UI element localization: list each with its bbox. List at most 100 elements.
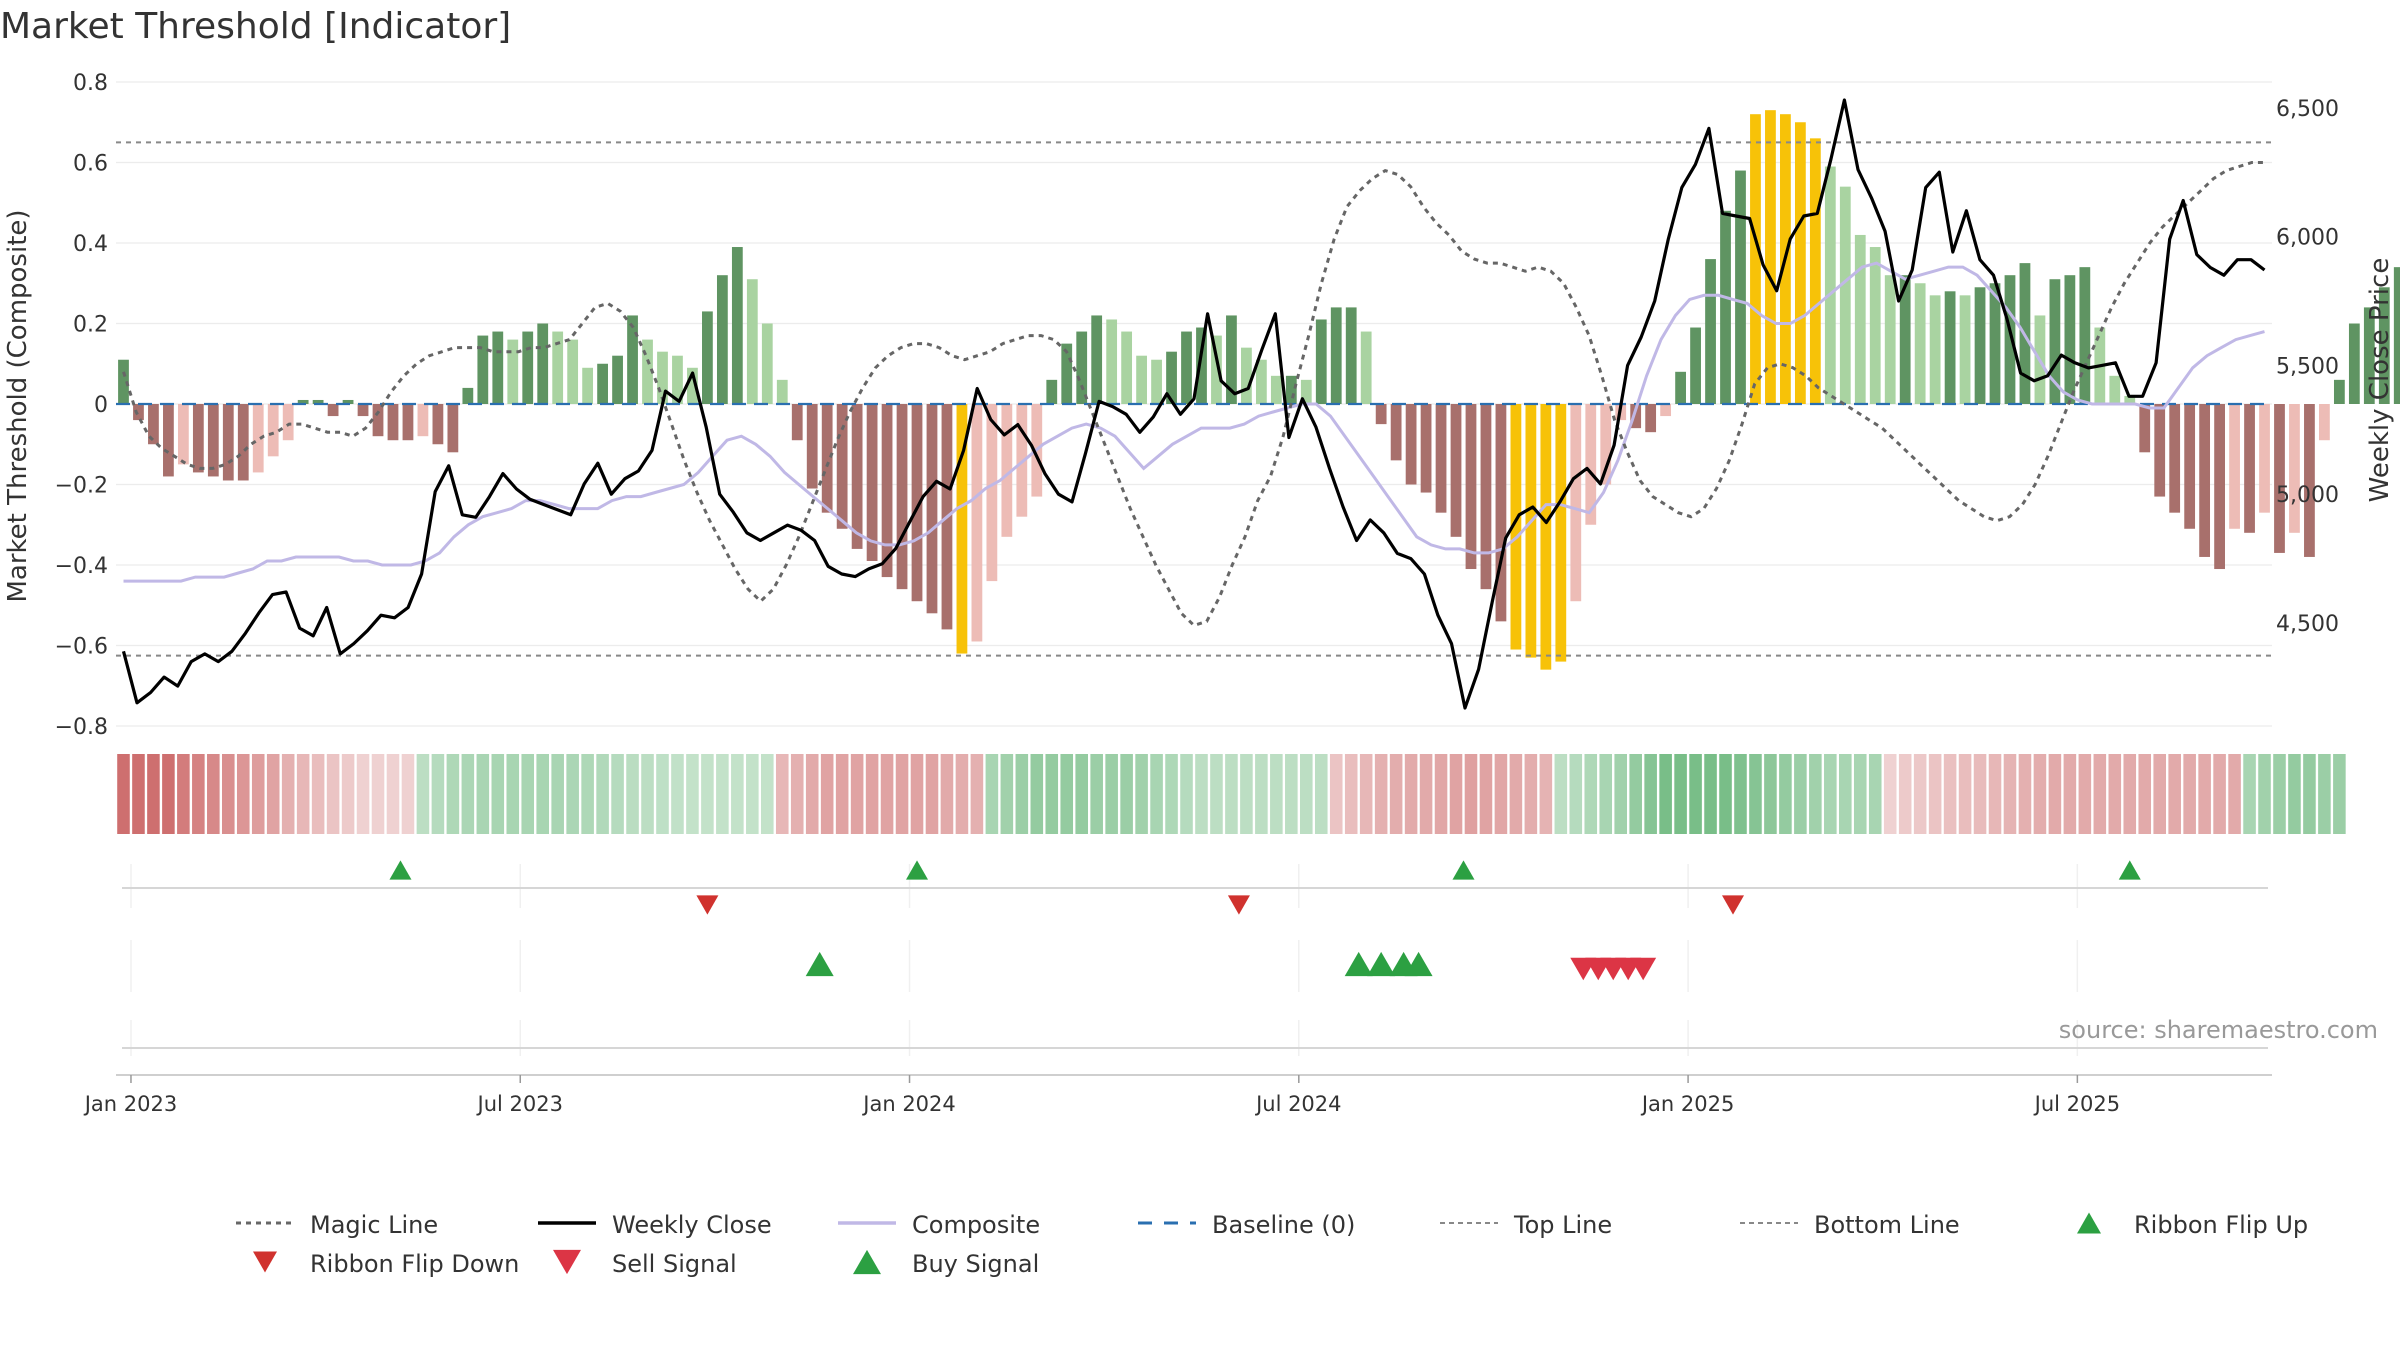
ribbon-cell xyxy=(1195,754,1208,834)
composite-bar xyxy=(1869,247,1881,404)
right-tick-label: 6,000 xyxy=(2276,226,2339,251)
ribbon-cell xyxy=(641,754,654,834)
composite-bar xyxy=(926,404,938,614)
composite-bar xyxy=(312,399,324,404)
ribbon-cell xyxy=(1090,754,1103,834)
ribbon-cell xyxy=(1839,754,1852,834)
x-tick-label: Jan 2023 xyxy=(83,1092,178,1116)
composite-bar xyxy=(192,404,204,473)
left-axis-title: Market Threshold (Composite) xyxy=(3,209,33,602)
composite-line xyxy=(123,261,2265,583)
ribbon-cell xyxy=(1988,754,2002,834)
composite-bar xyxy=(1720,210,1731,404)
ribbon-cell xyxy=(326,754,340,834)
ribbon-cell xyxy=(296,754,310,834)
composite-bar xyxy=(567,339,579,404)
buy-signal-marker xyxy=(1367,951,1396,977)
ribbon-cell xyxy=(536,754,549,834)
composite-bar xyxy=(1106,319,1118,404)
composite-bar xyxy=(746,279,758,404)
ribbon-cell xyxy=(940,754,954,834)
left-tick-label: −0.8 xyxy=(55,715,108,740)
sell-signal-marker xyxy=(1630,957,1657,981)
composite-bar xyxy=(477,335,489,404)
ribbon-cell xyxy=(401,754,415,834)
legend-label: Bottom Line xyxy=(1814,1211,1960,1239)
composite-bar xyxy=(642,339,653,404)
ribbon-cell xyxy=(626,754,639,834)
composite-bar xyxy=(552,331,564,404)
composite-bar xyxy=(956,404,968,654)
ribbon-cell xyxy=(925,754,939,834)
ribbon-flip-down-marker xyxy=(1227,895,1250,915)
ribbon-cell xyxy=(506,754,520,834)
composite-bar xyxy=(1435,404,1447,513)
right-tick-label: 5,500 xyxy=(2276,354,2339,379)
right-tick-label: 6,500 xyxy=(2276,97,2339,122)
ribbon-cell xyxy=(1943,754,1957,834)
ribbon-cell xyxy=(716,754,729,834)
ribbon-cell xyxy=(2078,754,2092,834)
composite-bar xyxy=(1854,234,1866,404)
composite-bar xyxy=(432,404,444,445)
legend-label: Buy Signal xyxy=(912,1250,1039,1278)
magic-line xyxy=(122,161,2265,628)
ribbon-flip-up-marker xyxy=(906,860,929,880)
ribbon-cell xyxy=(775,754,789,834)
ribbon-cell xyxy=(1913,754,1927,834)
composite-bar xyxy=(417,404,429,437)
composite-bar xyxy=(1570,404,1582,602)
ribbon-cell xyxy=(1689,754,1702,834)
ribbon-cell xyxy=(1180,754,1193,834)
ribbon-cell xyxy=(671,754,684,834)
ribbon-cell xyxy=(222,754,235,834)
composite-bar xyxy=(1794,122,1806,404)
ribbon-cell xyxy=(1120,754,1133,834)
left-tick-label: 0.8 xyxy=(73,71,108,96)
composite-bar xyxy=(2319,404,2330,441)
composite-bar xyxy=(1555,404,1567,662)
composite-bar xyxy=(462,387,474,404)
left-tick-label: −0.2 xyxy=(55,474,108,499)
legend-label: Magic Line xyxy=(310,1211,438,1239)
composite-bar xyxy=(2169,404,2181,513)
ribbon-cell xyxy=(2108,754,2122,834)
source-label: source: sharemaestro.com xyxy=(2059,1016,2378,1044)
composite-bar xyxy=(2154,404,2166,497)
ribbon-cell xyxy=(566,754,579,834)
legend-label: Weekly Close xyxy=(612,1211,772,1239)
composite-bar xyxy=(2348,323,2360,404)
composite-bar xyxy=(447,404,459,453)
composite-bar xyxy=(1226,315,1237,404)
ribbon-cell xyxy=(686,754,699,834)
ribbon-flip-up-marker xyxy=(389,860,412,880)
composite-bar xyxy=(821,404,833,513)
chart-title: Market Threshold [Indicator] xyxy=(0,6,511,47)
ribbon-strip xyxy=(117,754,2346,834)
composite-bar xyxy=(896,404,908,590)
legend: Magic Line Weekly Close Composite Baseline … xyxy=(236,1211,2308,1278)
composite-bar xyxy=(716,275,728,404)
x-axis: Jan 2023 Jul 2023 Jan 2024 Jul 2024 Jan 2025… xyxy=(83,1074,2272,1116)
composite-bar xyxy=(1735,170,1746,404)
composite-bar xyxy=(357,404,369,417)
ribbon-cell xyxy=(1240,754,1253,834)
ribbon-cell xyxy=(356,754,370,834)
ribbon-cell xyxy=(132,754,145,834)
ribbon-cell xyxy=(1539,754,1553,834)
ribbon-cell xyxy=(596,754,609,834)
ribbon-cell xyxy=(1704,754,1717,834)
ribbon-cell xyxy=(1105,754,1118,834)
ribbon-cell xyxy=(521,754,535,834)
ribbon-cell xyxy=(1779,754,1792,834)
buy-signal-marker xyxy=(1404,951,1433,977)
composite-bar xyxy=(1465,404,1477,570)
composite-bar xyxy=(252,404,264,473)
ribbon-cell xyxy=(2003,754,2017,834)
composite-bar xyxy=(342,399,354,404)
legend-swatch-flipdown xyxy=(253,1251,277,1273)
composite-bar xyxy=(2304,404,2315,557)
ribbon-cell xyxy=(1135,754,1148,834)
ribbon-cell xyxy=(955,754,969,834)
ribbon-cell xyxy=(746,754,759,834)
